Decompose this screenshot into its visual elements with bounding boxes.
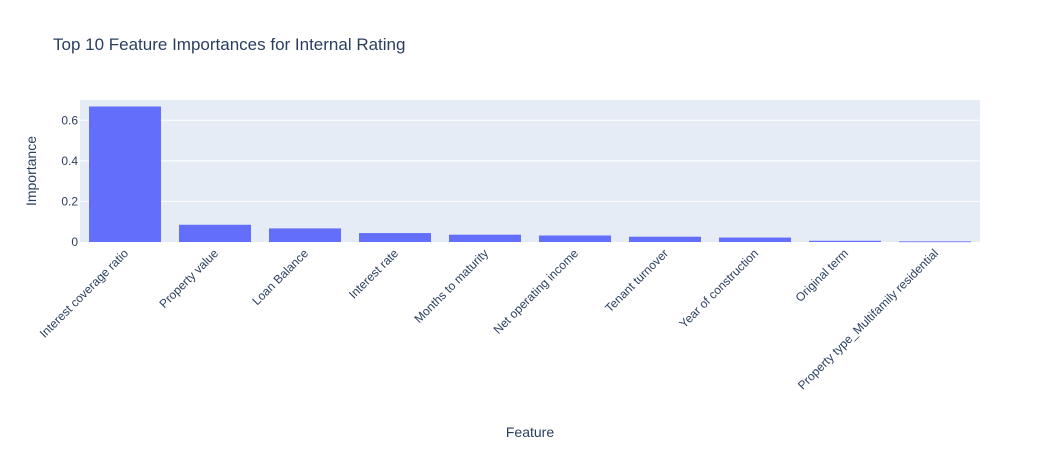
gridlines: [80, 119, 980, 202]
bar[interactable]: [539, 235, 611, 242]
x-axis-ticks: Interest coverage ratio Property value Loa…: [37, 246, 941, 392]
bar[interactable]: [269, 228, 341, 242]
y-tick-label: 0.6: [61, 113, 78, 127]
bar[interactable]: [809, 240, 881, 242]
bar[interactable]: [629, 236, 701, 242]
y-tick-label: 0: [71, 235, 78, 249]
bar[interactable]: [89, 106, 161, 243]
bar[interactable]: [449, 234, 521, 242]
x-tick-label: Tenant turnover: [602, 246, 671, 315]
x-tick-label: Loan Balance: [249, 246, 311, 308]
x-tick-label: Net operating income: [491, 246, 582, 337]
bar[interactable]: [719, 237, 791, 242]
bars: [89, 106, 971, 243]
bar[interactable]: [899, 241, 971, 243]
y-tick-label: 0.2: [61, 194, 78, 208]
y-axis-ticks: 0 0.2 0.4 0.6: [61, 113, 78, 249]
x-tick-label: Year of construction: [677, 246, 762, 331]
plot-area: [80, 100, 980, 242]
y-tick-label: 0.4: [61, 154, 78, 168]
x-tick-label: Interest rate: [346, 246, 401, 301]
bar[interactable]: [359, 233, 431, 242]
y-axis-title: Importance: [23, 136, 39, 206]
x-tick-label: Property type_Multifamily residential: [795, 246, 941, 392]
x-axis-title: Feature: [506, 424, 554, 440]
bar[interactable]: [179, 224, 251, 242]
x-tick-label: Original term: [793, 246, 851, 304]
chart-title: Top 10 Feature Importances for Internal …: [53, 35, 405, 54]
x-tick-label: Property value: [157, 246, 222, 311]
x-tick-label: Interest coverage ratio: [37, 246, 132, 341]
x-tick-label: Months to maturity: [411, 246, 491, 326]
